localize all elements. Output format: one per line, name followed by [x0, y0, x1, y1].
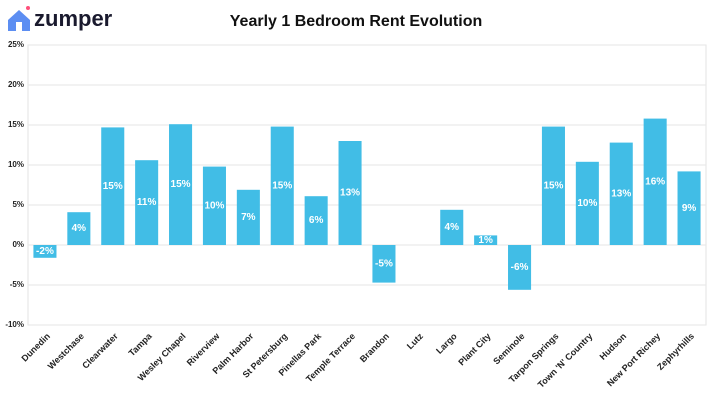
- chart-title: Yearly 1 Bedroom Rent Evolution: [230, 13, 483, 30]
- bar: [135, 160, 159, 245]
- x-tick-label: Seminole: [491, 331, 526, 366]
- value-label: -5%: [375, 258, 393, 269]
- bar: [541, 126, 565, 245]
- bar: [609, 142, 633, 245]
- y-tick-label: 15%: [8, 120, 24, 129]
- bar: [101, 127, 125, 245]
- x-tick-label: Clearwater: [80, 331, 120, 371]
- value-label: 7%: [241, 212, 256, 223]
- x-tick-label: Largo: [434, 331, 459, 356]
- value-label: 9%: [682, 203, 697, 214]
- logo-icon: [8, 6, 30, 31]
- bar: [202, 166, 226, 245]
- y-tick-label: 5%: [12, 200, 24, 209]
- x-tick-label: Dunedin: [20, 331, 53, 364]
- bar: [33, 245, 57, 258]
- value-label: 15%: [103, 181, 123, 192]
- bar: [575, 161, 599, 245]
- value-label: 4%: [445, 222, 460, 233]
- y-tick-label: -5%: [10, 280, 24, 289]
- bar: [643, 118, 667, 245]
- value-label: 4%: [72, 223, 87, 234]
- y-tick-label: 0%: [12, 240, 24, 249]
- value-label: -2%: [36, 246, 54, 257]
- bar: [372, 245, 396, 283]
- value-label: 15%: [543, 180, 563, 191]
- bar: [236, 189, 260, 245]
- logo-text: zumper: [34, 6, 113, 31]
- value-label: 15%: [272, 180, 292, 191]
- value-label: 11%: [137, 197, 157, 208]
- y-tick-label: 10%: [8, 160, 24, 169]
- x-tick-label: Westchase: [46, 331, 86, 371]
- value-label: 10%: [577, 198, 597, 209]
- bar: [169, 124, 193, 245]
- y-tick-label: 20%: [8, 80, 24, 89]
- x-tick-label: Plant City: [456, 331, 492, 367]
- bar: [508, 245, 532, 290]
- value-label: 6%: [309, 215, 324, 226]
- value-label: 16%: [645, 176, 665, 187]
- value-label: 10%: [204, 200, 224, 211]
- value-label: 15%: [171, 179, 191, 190]
- bar: [270, 126, 294, 245]
- y-tick-label: -10%: [5, 320, 24, 329]
- value-label: 13%: [611, 188, 631, 199]
- value-label: -6%: [511, 262, 529, 273]
- bar: [338, 141, 362, 245]
- bar: [440, 209, 464, 245]
- bar: [474, 235, 498, 245]
- value-label: 13%: [340, 188, 360, 199]
- x-tick-label: Tampa: [127, 330, 155, 358]
- bar: [304, 196, 328, 245]
- bar: [677, 171, 701, 245]
- y-tick-label: 25%: [8, 40, 24, 49]
- plot-frame: [27, 44, 707, 326]
- bar: [67, 212, 91, 245]
- value-label: 1%: [478, 235, 493, 246]
- x-tick-label: Brandon: [358, 331, 391, 364]
- x-tick-label: Hudson: [598, 331, 629, 362]
- x-tick-label: Lutz: [405, 331, 426, 352]
